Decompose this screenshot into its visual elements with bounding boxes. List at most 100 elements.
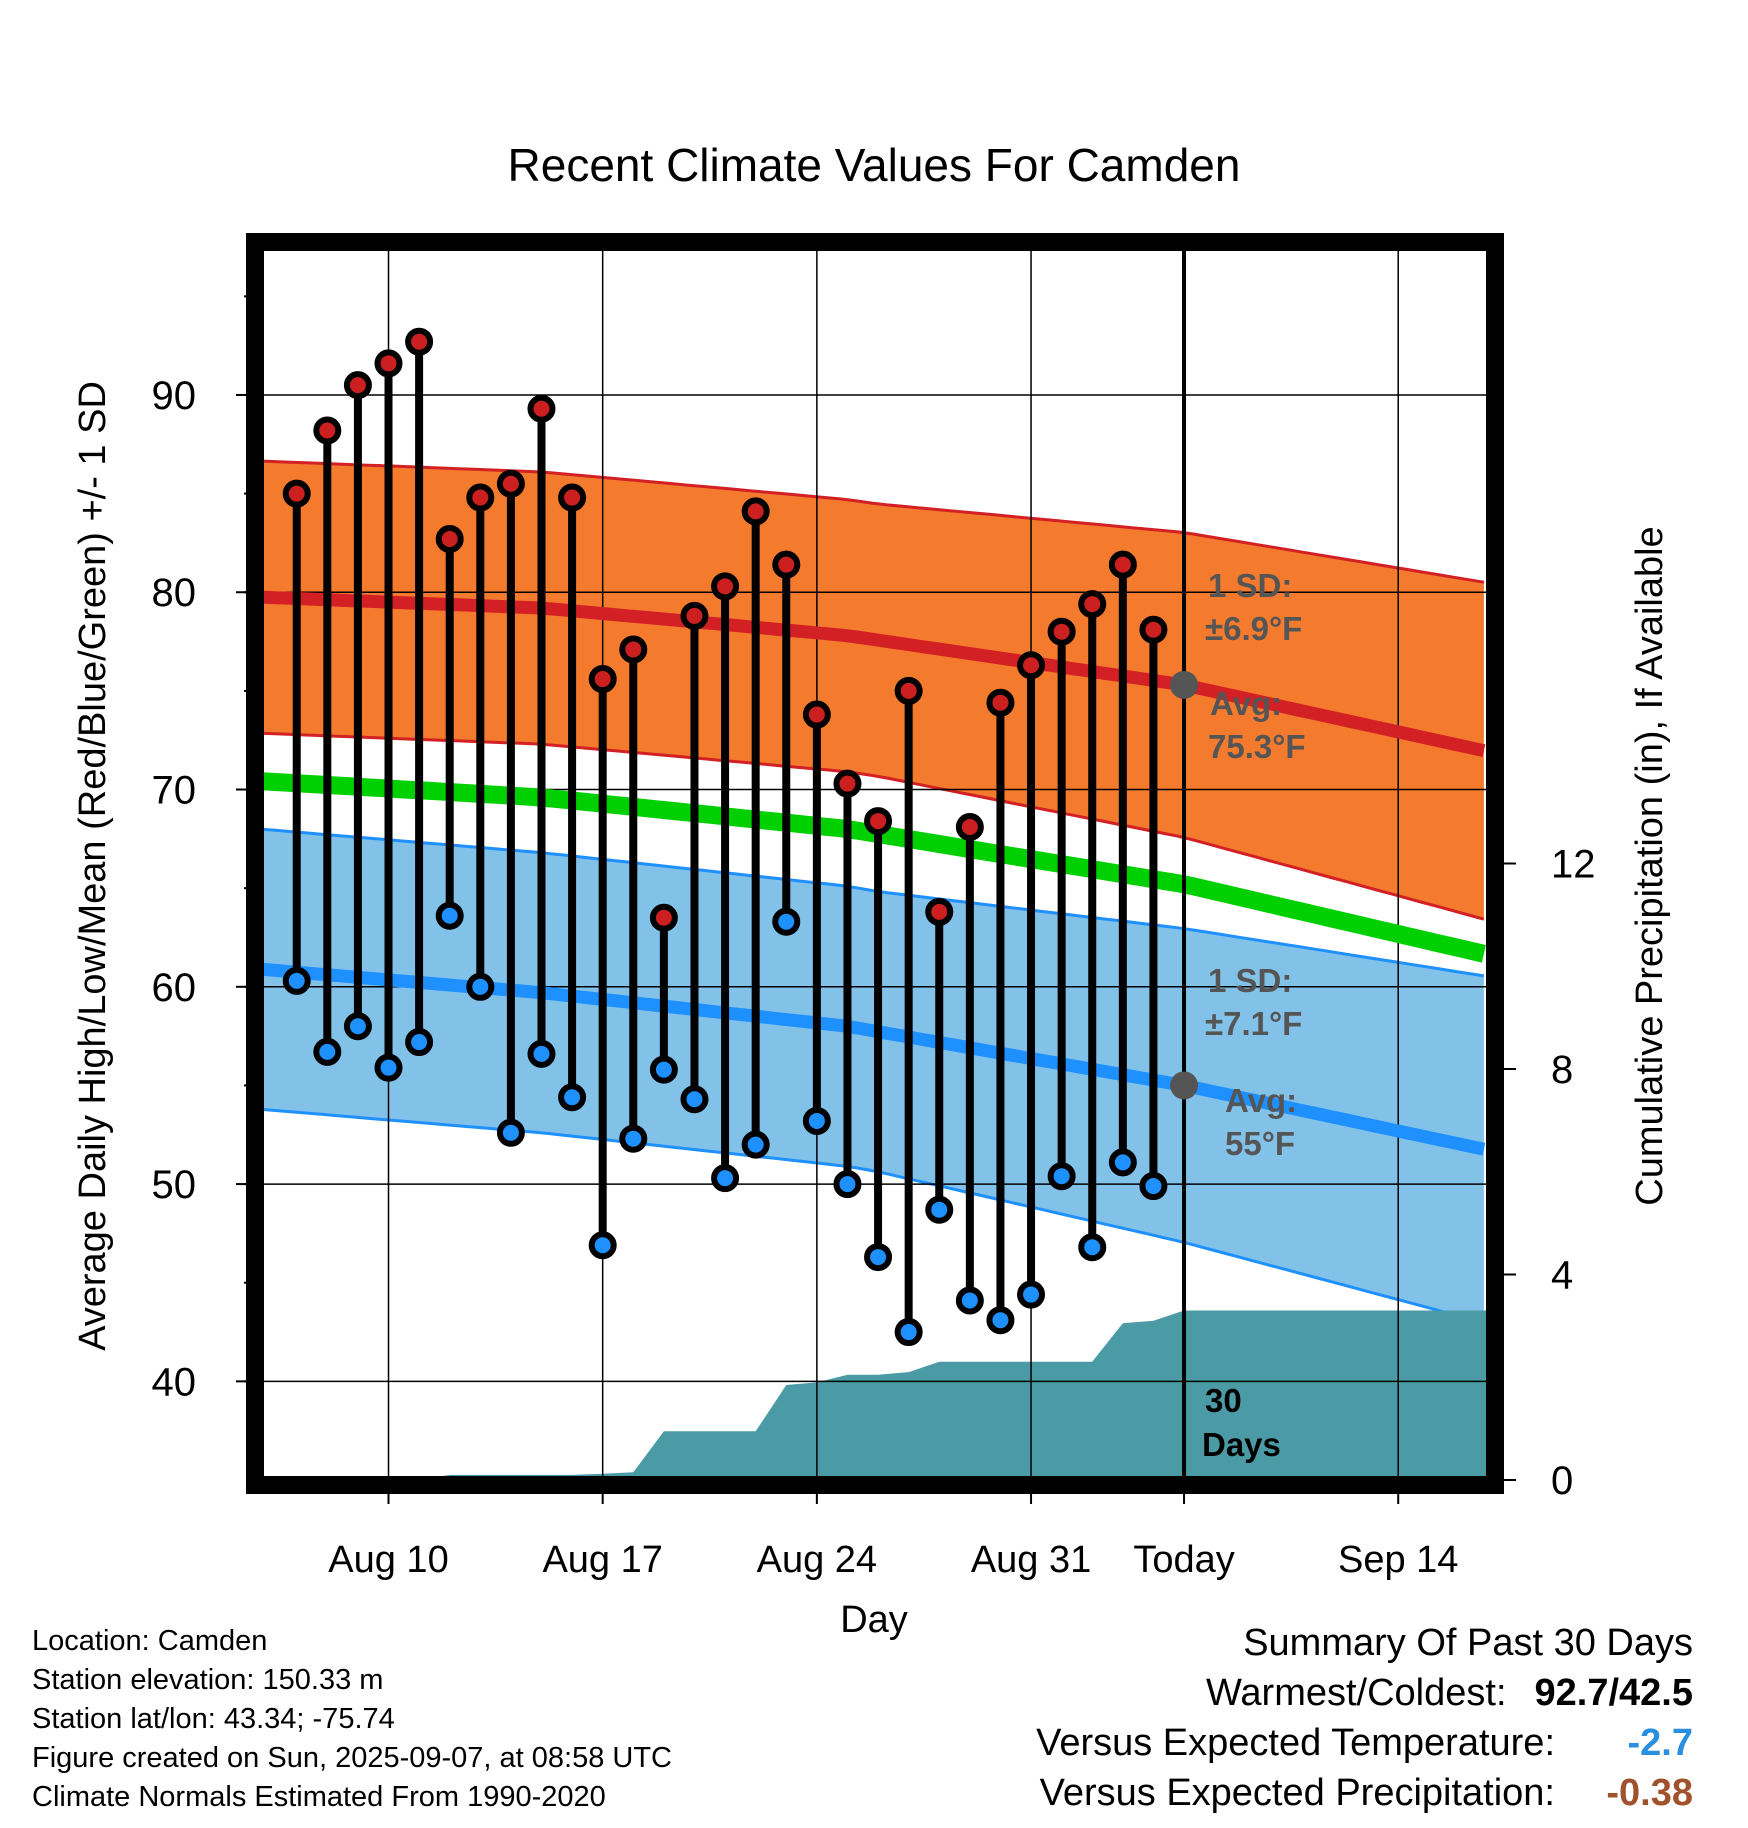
low-band-edge bbox=[260, 827, 1485, 978]
daily-low-point bbox=[711, 1164, 740, 1193]
today-high-avg-marker bbox=[1170, 670, 1199, 699]
daily-high-point bbox=[313, 416, 342, 445]
daily-low-point bbox=[619, 1124, 648, 1153]
summary-title: Summary Of Past 30 Days bbox=[1243, 1622, 1693, 1664]
daily-high-point bbox=[558, 483, 587, 512]
plot-area: 1 SD: ±6.9°F Avg: 75.3°F 1 SD: ±7.1°F Avg: 55°F… bbox=[260, 247, 1490, 1480]
y-left-tick-label: 80 bbox=[152, 571, 197, 615]
daily-high-point bbox=[894, 676, 923, 705]
y-left-tick-label: 90 bbox=[152, 374, 197, 418]
low-avg-value: 55°F bbox=[1225, 1125, 1295, 1162]
daily-low-point bbox=[435, 901, 464, 930]
daily-high-point bbox=[619, 635, 648, 664]
daily-low-point bbox=[833, 1170, 862, 1199]
daily-low-point bbox=[313, 1037, 342, 1066]
x-tick-label: Aug 10 bbox=[328, 1539, 448, 1581]
summary-panel: Summary Of Past 30 Days Warmest/Coldest:… bbox=[1036, 1618, 1693, 1818]
daily-high-point bbox=[772, 550, 801, 579]
plot-frame bbox=[246, 233, 1504, 1494]
daily-low-point bbox=[955, 1286, 984, 1315]
location-text: Location: Camden bbox=[32, 1625, 268, 1657]
high-avg-value: 75.3°F bbox=[1208, 728, 1306, 765]
y-left-tick-label: 40 bbox=[152, 1360, 197, 1404]
daily-high-point bbox=[741, 497, 770, 526]
daily-high-point bbox=[435, 524, 464, 553]
normal-low-line bbox=[260, 962, 1486, 1156]
daily-high-point bbox=[680, 601, 709, 630]
x-tick-label: Aug 31 bbox=[971, 1539, 1091, 1581]
daily-high-point bbox=[466, 483, 495, 512]
daily-low-point bbox=[802, 1106, 831, 1135]
y-right-tick-label: 4 bbox=[1551, 1254, 1573, 1298]
daily-low-point bbox=[680, 1085, 709, 1114]
days-label-number: 30 bbox=[1205, 1382, 1242, 1419]
normal-high-line bbox=[260, 590, 1486, 758]
precip-vs-expected-label: Versus Expected Precipitation: bbox=[1039, 1772, 1555, 1814]
summary-temp-row: Versus Expected Temperature: -2.7 bbox=[1036, 1718, 1693, 1768]
elevation-text: Station elevation: 150.33 m bbox=[32, 1664, 384, 1696]
daily-low-point bbox=[527, 1039, 556, 1068]
daily-high-point bbox=[1108, 550, 1137, 579]
summary-precip-row: Versus Expected Precipitation: -0.38 bbox=[1036, 1768, 1693, 1818]
warmest-value: 92.7/42.5 bbox=[1534, 1672, 1693, 1714]
warmest-label: Warmest/Coldest: bbox=[1205, 1672, 1507, 1714]
daily-high-point bbox=[282, 479, 311, 508]
x-tick-label: Aug 24 bbox=[757, 1539, 877, 1581]
chart-title: Recent Climate Values For Camden bbox=[508, 139, 1241, 191]
daily-low-point bbox=[894, 1318, 923, 1347]
today-low-avg-marker bbox=[1170, 1071, 1199, 1100]
latlon-text: Station lat/lon: 43.34; -75.74 bbox=[32, 1703, 395, 1735]
daily-low-point bbox=[741, 1130, 770, 1159]
low-sd-label: 1 SD: bbox=[1208, 962, 1292, 999]
low-avg-label: Avg: bbox=[1225, 1082, 1297, 1119]
y-left-axis-label: Average Daily High/Low/Mean (Red/Blue/Gr… bbox=[72, 381, 114, 1351]
daily-low-point bbox=[282, 966, 311, 995]
daily-low-point bbox=[374, 1053, 403, 1082]
x-axis-label: Day bbox=[840, 1599, 908, 1641]
precipitation-area bbox=[260, 1310, 1490, 1480]
created-text: Figure created on Sun, 2025-09-07, at 08… bbox=[32, 1742, 672, 1774]
y-left-tick-label: 70 bbox=[152, 769, 197, 813]
daily-high-point bbox=[405, 327, 434, 356]
daily-high-point bbox=[955, 813, 984, 842]
high-sd-band bbox=[260, 461, 1484, 920]
y-left-tick-label: 60 bbox=[152, 966, 197, 1010]
daily-high-point bbox=[496, 469, 525, 498]
daily-low-point bbox=[496, 1118, 525, 1147]
y-left-tick-label: 50 bbox=[152, 1163, 197, 1207]
daily-high-point bbox=[649, 903, 678, 932]
daily-low-point bbox=[1078, 1233, 1107, 1262]
daily-low-point bbox=[466, 972, 495, 1001]
daily-high-point bbox=[1078, 590, 1107, 619]
low-sd-band bbox=[260, 829, 1484, 1323]
low-band-edge bbox=[260, 1107, 1485, 1325]
daily-low-point bbox=[649, 1055, 678, 1084]
station-info: Location: Camden Station elevation: 150.… bbox=[32, 1622, 672, 1817]
daily-high-point bbox=[1047, 617, 1076, 646]
daily-low-point bbox=[772, 907, 801, 936]
daily-high-point bbox=[986, 688, 1015, 717]
daily-low-point bbox=[925, 1195, 954, 1224]
daily-low-point bbox=[1108, 1148, 1137, 1177]
summary-warmest-row: Warmest/Coldest: 92.7/42.5 bbox=[1036, 1668, 1693, 1718]
x-tick-label: Sep 14 bbox=[1338, 1539, 1458, 1581]
daily-high-point bbox=[711, 572, 740, 601]
precip-vs-expected-value: -0.38 bbox=[1606, 1772, 1693, 1814]
daily-high-point bbox=[588, 665, 617, 694]
daily-high-point bbox=[802, 700, 831, 729]
high-band-edge bbox=[260, 459, 1485, 584]
x-tick-label: Today bbox=[1133, 1539, 1234, 1581]
daily-high-point bbox=[1139, 615, 1168, 644]
daily-high-point bbox=[527, 394, 556, 423]
high-avg-label: Avg: bbox=[1210, 685, 1282, 722]
y-right-tick-label: 0 bbox=[1551, 1459, 1573, 1503]
daily-low-point bbox=[1017, 1280, 1046, 1309]
high-sd-value: ±6.9°F bbox=[1205, 610, 1302, 647]
y-right-tick-label: 8 bbox=[1551, 1048, 1573, 1092]
normals-text: Climate Normals Estimated From 1990-2020 bbox=[32, 1781, 606, 1813]
daily-low-point bbox=[588, 1231, 617, 1260]
daily-low-point bbox=[405, 1028, 434, 1057]
daily-high-point bbox=[833, 769, 862, 798]
x-tick-label: Aug 17 bbox=[542, 1539, 662, 1581]
